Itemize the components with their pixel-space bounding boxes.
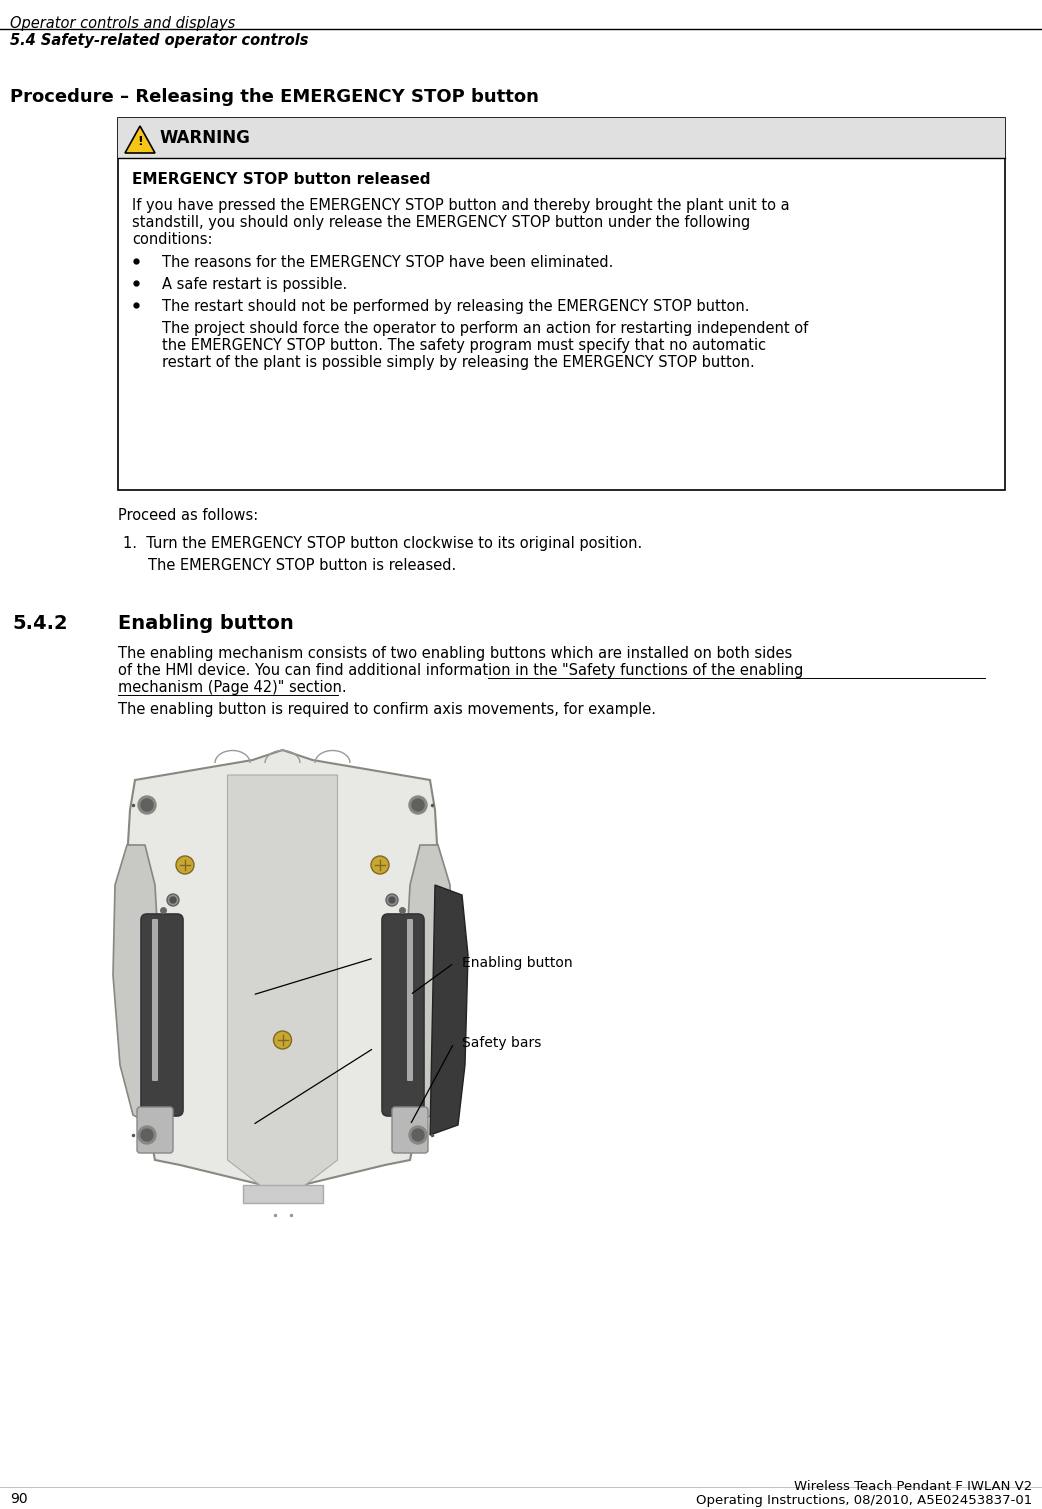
FancyBboxPatch shape	[382, 914, 424, 1117]
Text: the EMERGENCY STOP button. The safety program must specify that no automatic: the EMERGENCY STOP button. The safety pr…	[162, 338, 766, 353]
Circle shape	[386, 893, 398, 905]
FancyBboxPatch shape	[141, 914, 183, 1117]
Circle shape	[273, 1031, 292, 1049]
Text: mechanism (Page 42)" section.: mechanism (Page 42)" section.	[118, 681, 347, 696]
Text: Proceed as follows:: Proceed as follows:	[118, 509, 258, 524]
Bar	[243, 1185, 323, 1203]
Text: The project should force the operator to perform an action for restarting indepe: The project should force the operator to…	[162, 321, 809, 337]
Polygon shape	[127, 750, 438, 1195]
Text: Operator controls and displays: Operator controls and displays	[10, 17, 235, 32]
Text: Enabling button: Enabling button	[462, 957, 573, 970]
Circle shape	[412, 1129, 424, 1141]
Circle shape	[389, 896, 395, 902]
Circle shape	[138, 797, 156, 813]
Text: 5.4.2: 5.4.2	[13, 614, 68, 632]
Circle shape	[170, 896, 176, 902]
Text: Wireless Teach Pendant F IWLAN V2: Wireless Teach Pendant F IWLAN V2	[794, 1480, 1032, 1492]
Text: If you have pressed the EMERGENCY STOP button and thereby brought the plant unit: If you have pressed the EMERGENCY STOP b…	[132, 198, 790, 213]
Polygon shape	[227, 776, 338, 1197]
Text: Safety bars: Safety bars	[462, 1037, 542, 1050]
Text: Procedure – Releasing the EMERGENCY STOP button: Procedure – Releasing the EMERGENCY STOP…	[10, 88, 539, 106]
Text: 1.  Turn the EMERGENCY STOP button clockwise to its original position.: 1. Turn the EMERGENCY STOP button clockw…	[123, 536, 642, 551]
Polygon shape	[430, 884, 468, 1135]
Text: The EMERGENCY STOP button is released.: The EMERGENCY STOP button is released.	[148, 558, 456, 573]
Text: The enabling mechanism consists of two enabling buttons which are installed on b: The enabling mechanism consists of two e…	[118, 646, 792, 661]
Text: !: !	[138, 134, 143, 148]
Text: A safe restart is possible.: A safe restart is possible.	[162, 278, 347, 293]
Circle shape	[410, 1126, 427, 1144]
Text: Operating Instructions, 08/2010, A5E02453837-01: Operating Instructions, 08/2010, A5E0245…	[696, 1494, 1032, 1507]
Circle shape	[141, 798, 153, 810]
Text: EMERGENCY STOP button released: EMERGENCY STOP button released	[132, 172, 430, 187]
Text: Enabling button: Enabling button	[118, 614, 294, 632]
Text: of the HMI device. You can find additional information in the "Safety functions : of the HMI device. You can find addition…	[118, 662, 803, 678]
Text: 90: 90	[10, 1492, 28, 1506]
Text: restart of the plant is possible simply by releasing the EMERGENCY STOP button.: restart of the plant is possible simply …	[162, 355, 754, 370]
Circle shape	[412, 798, 424, 810]
Text: standstill, you should only release the EMERGENCY STOP button under the followin: standstill, you should only release the …	[132, 214, 750, 229]
Circle shape	[371, 856, 389, 874]
Circle shape	[138, 1126, 156, 1144]
Text: The restart should not be performed by releasing the EMERGENCY STOP button.: The restart should not be performed by r…	[162, 299, 749, 314]
Circle shape	[141, 1129, 153, 1141]
Circle shape	[167, 893, 179, 905]
Circle shape	[410, 797, 427, 813]
FancyBboxPatch shape	[407, 919, 413, 1080]
Bar	[118, 118, 1004, 490]
FancyBboxPatch shape	[392, 1108, 428, 1153]
Circle shape	[176, 856, 194, 874]
Text: conditions:: conditions:	[132, 232, 213, 247]
FancyBboxPatch shape	[137, 1108, 173, 1153]
Polygon shape	[402, 845, 452, 1126]
Bar	[118, 118, 1004, 158]
Polygon shape	[113, 845, 163, 1126]
Text: WARNING: WARNING	[160, 128, 251, 146]
Text: 5.4 Safety-related operator controls: 5.4 Safety-related operator controls	[10, 33, 308, 48]
FancyBboxPatch shape	[152, 919, 158, 1080]
Polygon shape	[125, 125, 155, 152]
Text: The enabling button is required to confirm axis movements, for example.: The enabling button is required to confi…	[118, 702, 656, 717]
Text: The reasons for the EMERGENCY STOP have been eliminated.: The reasons for the EMERGENCY STOP have …	[162, 255, 614, 270]
